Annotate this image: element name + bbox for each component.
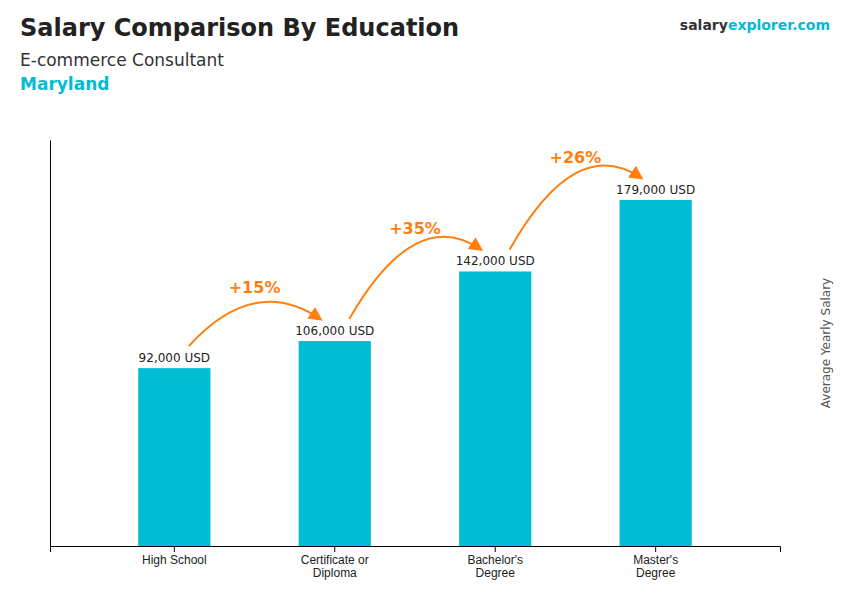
bar [138, 368, 210, 546]
x-axis: High School Certificate orDiploma Bachelor… [51, 546, 781, 580]
x-axis-line [51, 547, 781, 553]
x-tick: Bachelor'sDegree [467, 546, 523, 580]
subtitle: E-commerce Consultant [20, 50, 224, 70]
x-tick-mark [495, 546, 496, 552]
x-tick-label-line: Certificate or [301, 553, 369, 567]
change-arrow [349, 237, 481, 319]
change-label: +15% [229, 278, 281, 297]
brand: salaryexplorer.com [680, 17, 830, 33]
data-label: 142,000 USD [456, 254, 535, 268]
bar [620, 200, 692, 546]
brand-part: .com [792, 17, 830, 33]
plot-area [138, 200, 692, 546]
x-tick-label-line: High School [142, 553, 207, 567]
change-arrow [189, 302, 321, 346]
x-tick-label: Bachelor'sDegree [467, 553, 523, 581]
x-tick: Master'sDegree [633, 546, 678, 580]
data-label: 106,000 USD [295, 324, 374, 338]
y-axis [50, 141, 51, 547]
change-label: +26% [550, 148, 602, 167]
bar [299, 341, 371, 546]
title: Salary Comparison By Education [20, 14, 459, 42]
y-axis-label: Average Yearly Salary [819, 278, 833, 408]
data-label: 179,000 USD [616, 183, 695, 197]
data-label: 92,000 USD [139, 351, 210, 365]
brand-part: salary [680, 17, 728, 33]
x-tick-label-line: Degree [476, 566, 516, 580]
change-arrow [510, 165, 642, 249]
x-tick-label-line: Bachelor's [467, 553, 523, 567]
x-tick-mark [174, 546, 175, 552]
chart: Salary Comparison By Education E-commerce… [0, 0, 850, 606]
x-tick-label: Certificate orDiploma [301, 553, 369, 581]
x-tick-mark [655, 546, 656, 552]
x-tick: Certificate orDiploma [301, 546, 369, 580]
y-axis-line [50, 141, 51, 547]
x-tick-mark [334, 546, 335, 552]
x-tick-label-line: Master's [633, 553, 678, 567]
annotations: +15% +35% +26% [189, 148, 641, 346]
data-labels: 92,000 USD 106,000 USD 142,000 USD 179,000 … [139, 183, 696, 365]
x-tick-label: High School [142, 553, 207, 567]
x-tick-label: Master'sDegree [633, 553, 678, 581]
bar [459, 271, 531, 546]
x-tick: High School [142, 546, 207, 567]
change-label: +35% [389, 219, 441, 238]
subtitle: Maryland [20, 74, 109, 94]
x-tick-label-line: Diploma [313, 566, 357, 580]
x-tick-label-line: Degree [636, 566, 676, 580]
brand-part: explorer [728, 17, 794, 33]
